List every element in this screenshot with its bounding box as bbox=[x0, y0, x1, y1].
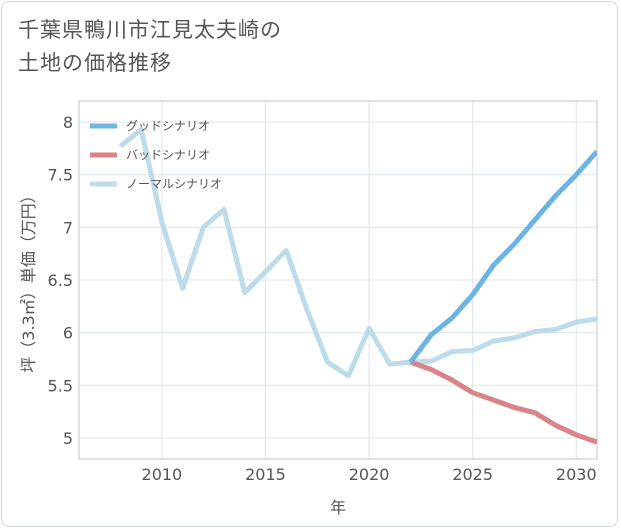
chart-title-line-1: 千葉県鴨川市江見太夫崎の bbox=[18, 18, 282, 42]
legend-label: ノーマルシナリオ bbox=[126, 177, 222, 191]
y-tick-label: 6 bbox=[63, 324, 73, 343]
series-line-3 bbox=[118, 126, 597, 379]
y-tick-label: 5.5 bbox=[48, 376, 73, 395]
chart-title: 千葉県鴨川市江見太夫崎の 土地の価格推移 bbox=[18, 14, 418, 80]
series-line-1 bbox=[408, 149, 597, 364]
y-tick-label: 6.5 bbox=[48, 271, 73, 290]
y-axis-label: 坪（3.3㎡）単価（万円） bbox=[19, 187, 38, 372]
grid-lines bbox=[79, 101, 597, 459]
plot-area-frame bbox=[78, 100, 598, 460]
x-tick-label: 2025 bbox=[452, 465, 493, 484]
y-tick-label: 7.5 bbox=[48, 166, 73, 185]
legend-label: グッドシナリオ bbox=[126, 119, 210, 133]
y-tick-label: 7 bbox=[63, 218, 73, 237]
x-tick-label: 2030 bbox=[556, 465, 597, 484]
legend-label: バッドシナリオ bbox=[126, 148, 210, 162]
x-tick-label: 2020 bbox=[349, 465, 390, 484]
x-axis-label: 年 bbox=[330, 498, 346, 517]
y-axis-ticks: 5 5.5 6 6.5 7 7.5 8 bbox=[48, 113, 73, 448]
x-tick-label: 2010 bbox=[142, 465, 183, 484]
chart-title-line-2: 土地の価格推移 bbox=[18, 51, 172, 75]
x-tick-label: 2015 bbox=[245, 465, 286, 484]
series-lines bbox=[118, 126, 597, 445]
series-line-2 bbox=[409, 359, 597, 445]
y-tick-label: 5 bbox=[63, 429, 73, 448]
y-tick-label: 8 bbox=[63, 113, 73, 132]
x-axis-ticks: 2010 2015 2020 2025 2030 bbox=[142, 465, 597, 484]
